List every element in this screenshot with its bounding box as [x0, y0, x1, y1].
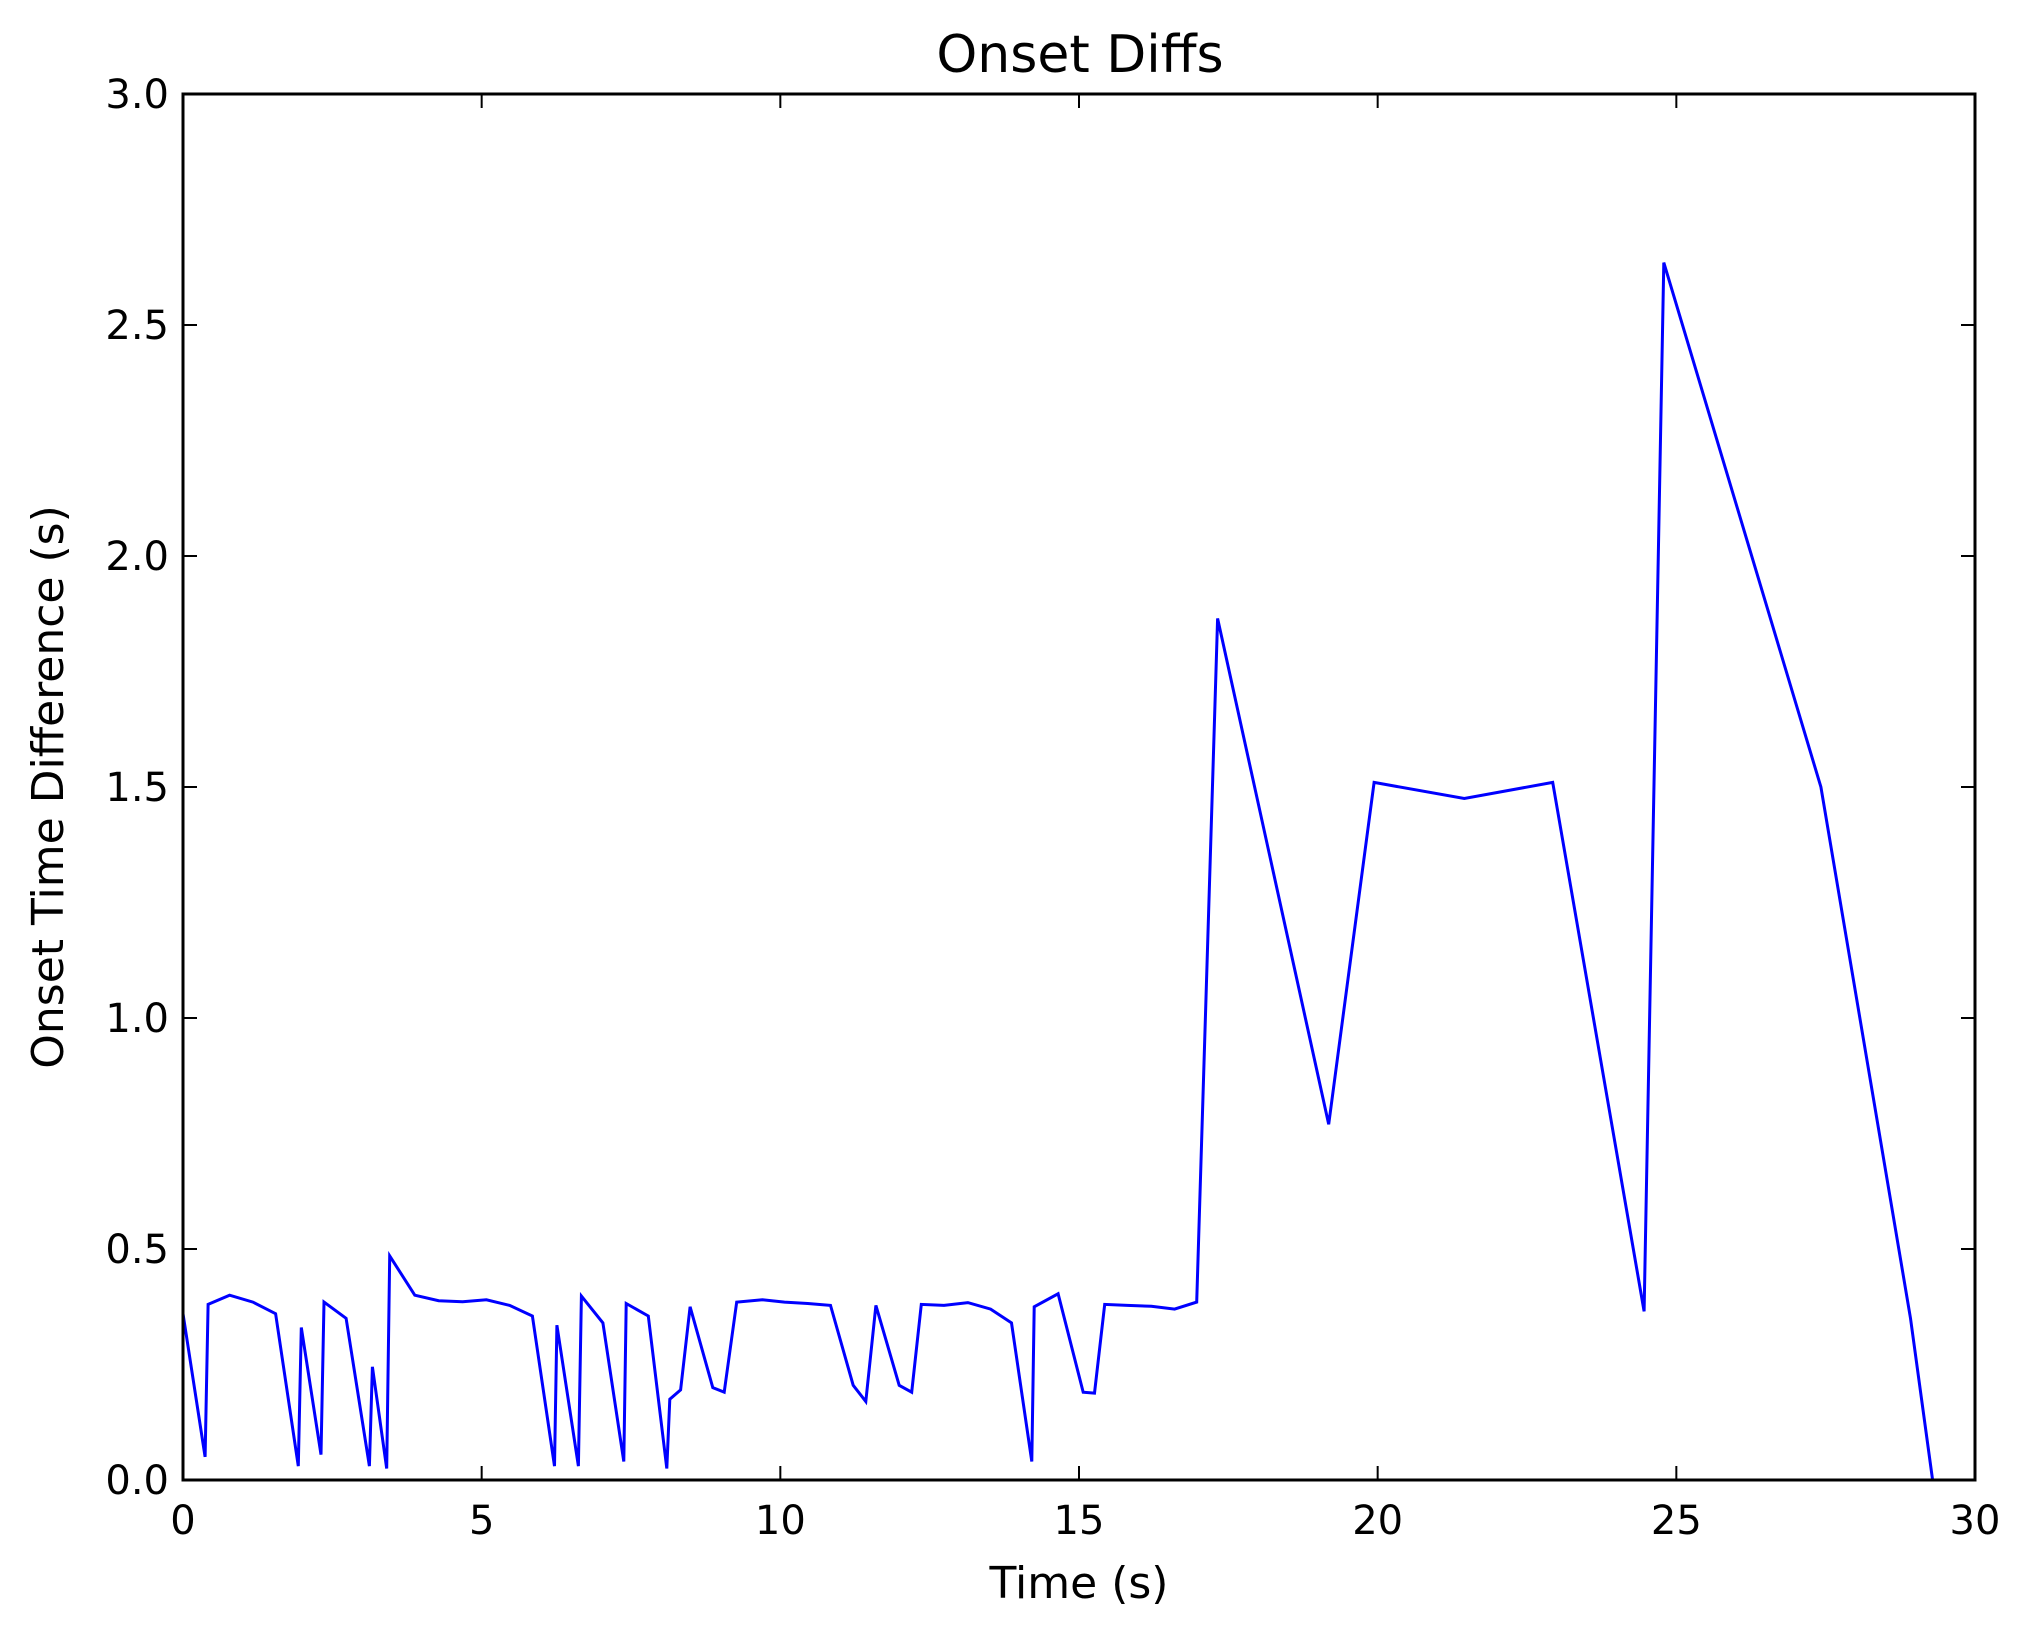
x-tick-label: 30	[1950, 1498, 2001, 1544]
y-tick-label: 1.0	[105, 996, 169, 1042]
y-tick-label: 2.0	[105, 534, 169, 580]
series-layer	[181, 262, 1935, 1481]
chart-title: Onset Diffs	[936, 25, 1223, 85]
y-tick-label: 0.0	[105, 1458, 169, 1504]
x-tick-label: 25	[1651, 1498, 1702, 1544]
y-axis-ticks: 0.0 0.5 1.0 1.5 2.0 2.5 3.0	[105, 72, 1975, 1504]
y-tick-label: 0.5	[105, 1227, 169, 1273]
x-tick-label: 5	[469, 1498, 494, 1544]
x-tick-label: 0	[170, 1498, 195, 1544]
plot-frame	[181, 92, 1977, 1482]
x-tick-label: 15	[1054, 1498, 1105, 1544]
y-tick-label: 1.5	[105, 765, 169, 811]
x-tick-label: 10	[755, 1498, 806, 1544]
x-axis-title: Time (s)	[989, 1558, 1169, 1609]
x-axis-ticks: 0 5 10 15 20 25 30	[170, 94, 2000, 1544]
y-tick-label: 3.0	[105, 72, 169, 118]
series-line	[181, 262, 1935, 1481]
y-tick-label: 2.5	[105, 303, 169, 349]
y-axis-title: Onset Time Difference (s)	[23, 505, 74, 1069]
x-tick-label: 20	[1352, 1498, 1403, 1544]
